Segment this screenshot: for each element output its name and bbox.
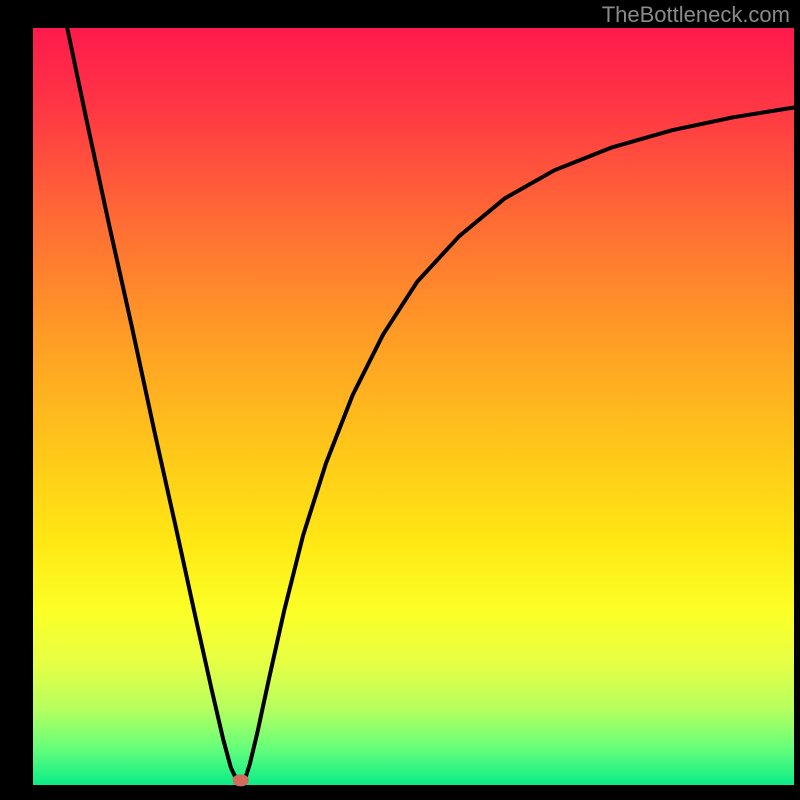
optimum-marker	[232, 775, 249, 786]
curve-path	[67, 28, 794, 785]
plot-area	[33, 28, 794, 785]
bottleneck-curve	[33, 28, 794, 785]
chart-canvas: TheBottleneck.com	[0, 0, 800, 800]
watermark-text: TheBottleneck.com	[602, 2, 790, 28]
